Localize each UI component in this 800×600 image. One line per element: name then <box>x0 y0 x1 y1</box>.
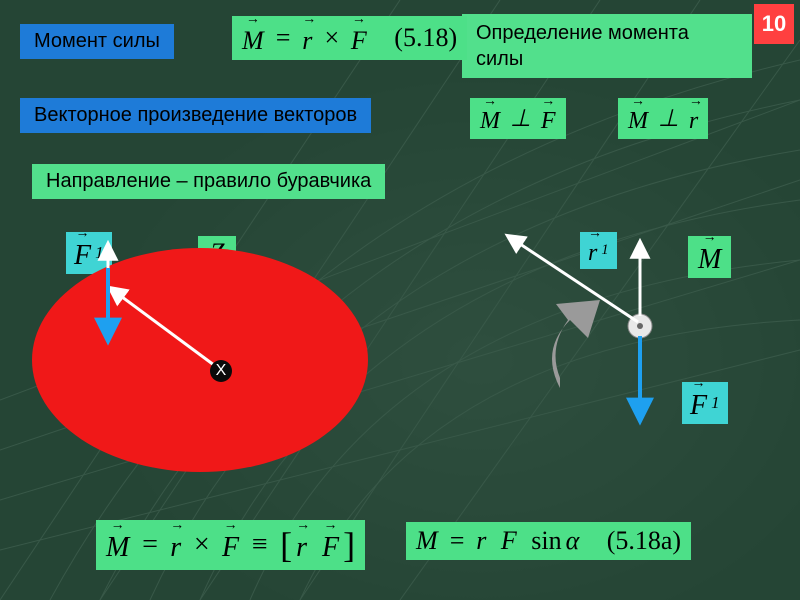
rotation-arrow-icon <box>552 300 600 388</box>
diagram-right <box>0 0 800 600</box>
